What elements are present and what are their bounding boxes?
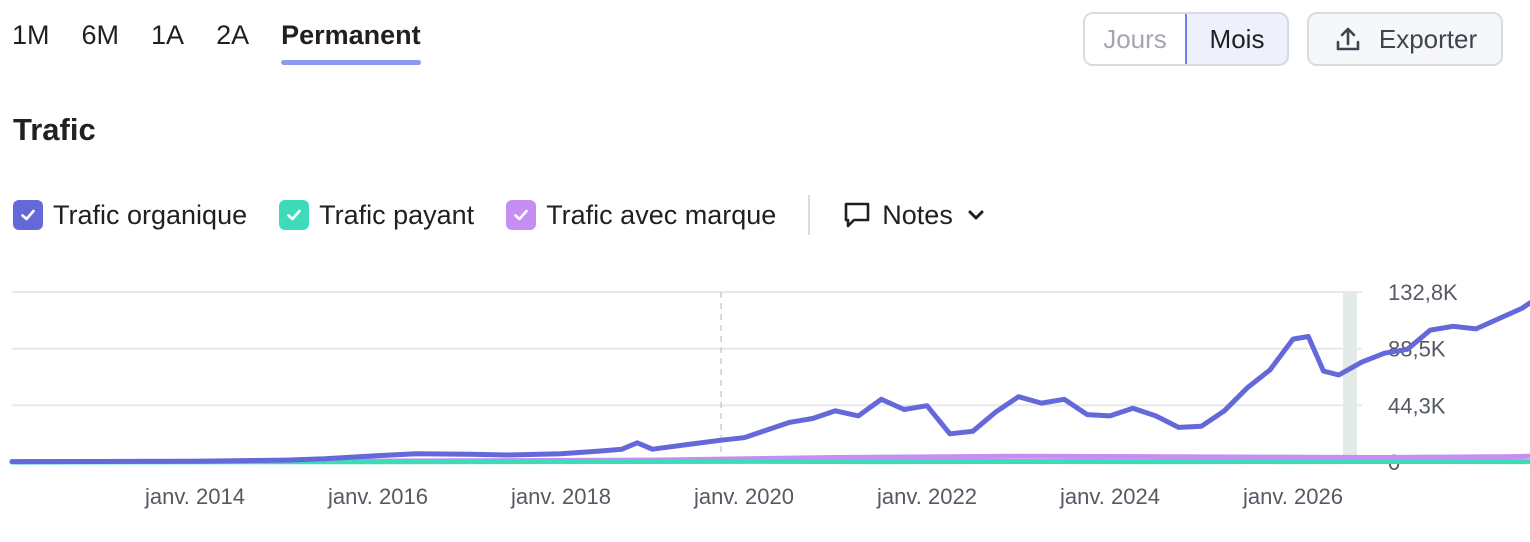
notes-dropdown[interactable]: Notes xyxy=(842,200,987,231)
checkbox-checked-icon[interactable] xyxy=(13,200,43,230)
series-line-trafic-organique xyxy=(9,299,1530,465)
export-button[interactable]: Exporter xyxy=(1307,12,1503,66)
legend: Trafic organique Trafic payant Trafic av… xyxy=(13,195,987,235)
series-line-trafic-payant xyxy=(9,458,1530,465)
tab-2a[interactable]: 2A xyxy=(216,20,250,50)
tab-permanent[interactable]: Permanent xyxy=(281,18,421,65)
days-button[interactable]: Jours xyxy=(1085,14,1185,64)
x-tick-label: janv. 2024 xyxy=(1059,484,1160,509)
x-tick-label: janv. 2014 xyxy=(144,484,245,509)
legend-organic-label: Trafic organique xyxy=(53,199,248,230)
upload-icon xyxy=(1336,27,1360,51)
current-period-band xyxy=(1343,292,1357,462)
chevron-down-icon xyxy=(968,210,984,220)
x-tick-label: janv. 2018 xyxy=(510,484,611,509)
checkbox-checked-icon[interactable] xyxy=(506,200,537,230)
chart-title: Trafic xyxy=(13,112,96,147)
checkbox-checked-icon[interactable] xyxy=(279,200,310,230)
export-label: Exporter xyxy=(1378,23,1478,54)
x-tick-label: janv. 2026 xyxy=(1242,484,1343,509)
comment-icon xyxy=(844,202,870,228)
legend-branded-label: Trafic avec marque xyxy=(546,199,777,230)
granularity-toggle: Jours Mois xyxy=(1083,12,1289,66)
y-tick-label: 44,3K xyxy=(1388,393,1446,418)
legend-organic[interactable]: Trafic organique xyxy=(13,200,247,231)
tab-6m[interactable]: 6M xyxy=(81,20,120,50)
legend-paid-label: Trafic payant xyxy=(319,199,475,230)
x-tick-label: janv. 2016 xyxy=(327,484,428,509)
legend-divider xyxy=(808,195,811,235)
x-tick-label: janv. 2020 xyxy=(693,484,794,509)
notes-label: Notes xyxy=(882,199,953,230)
tab-1a[interactable]: 1A xyxy=(151,20,185,50)
months-button[interactable]: Mois xyxy=(1185,14,1287,64)
y-tick-label: 132,8K xyxy=(1388,280,1458,305)
legend-branded[interactable]: Trafic avec marque xyxy=(506,200,776,231)
x-tick-label: janv. 2022 xyxy=(876,484,977,509)
tab-1m[interactable]: 1M xyxy=(12,20,50,50)
period-tabs: 1M 6M 1A 2A Permanent xyxy=(12,18,453,65)
legend-paid[interactable]: Trafic payant xyxy=(279,200,474,231)
